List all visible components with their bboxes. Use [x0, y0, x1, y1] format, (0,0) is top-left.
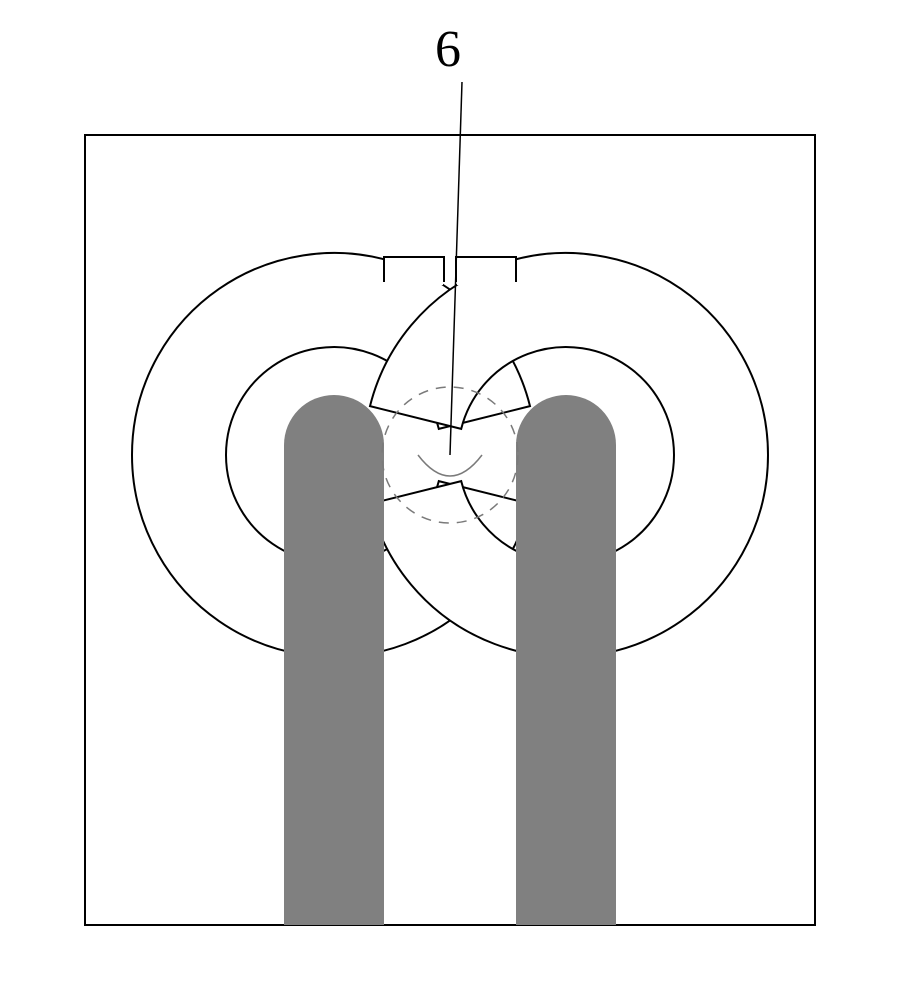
figure-svg: [0, 0, 900, 1000]
figure-canvas: 6: [0, 0, 900, 1000]
callout-label-6: 6: [435, 20, 461, 79]
